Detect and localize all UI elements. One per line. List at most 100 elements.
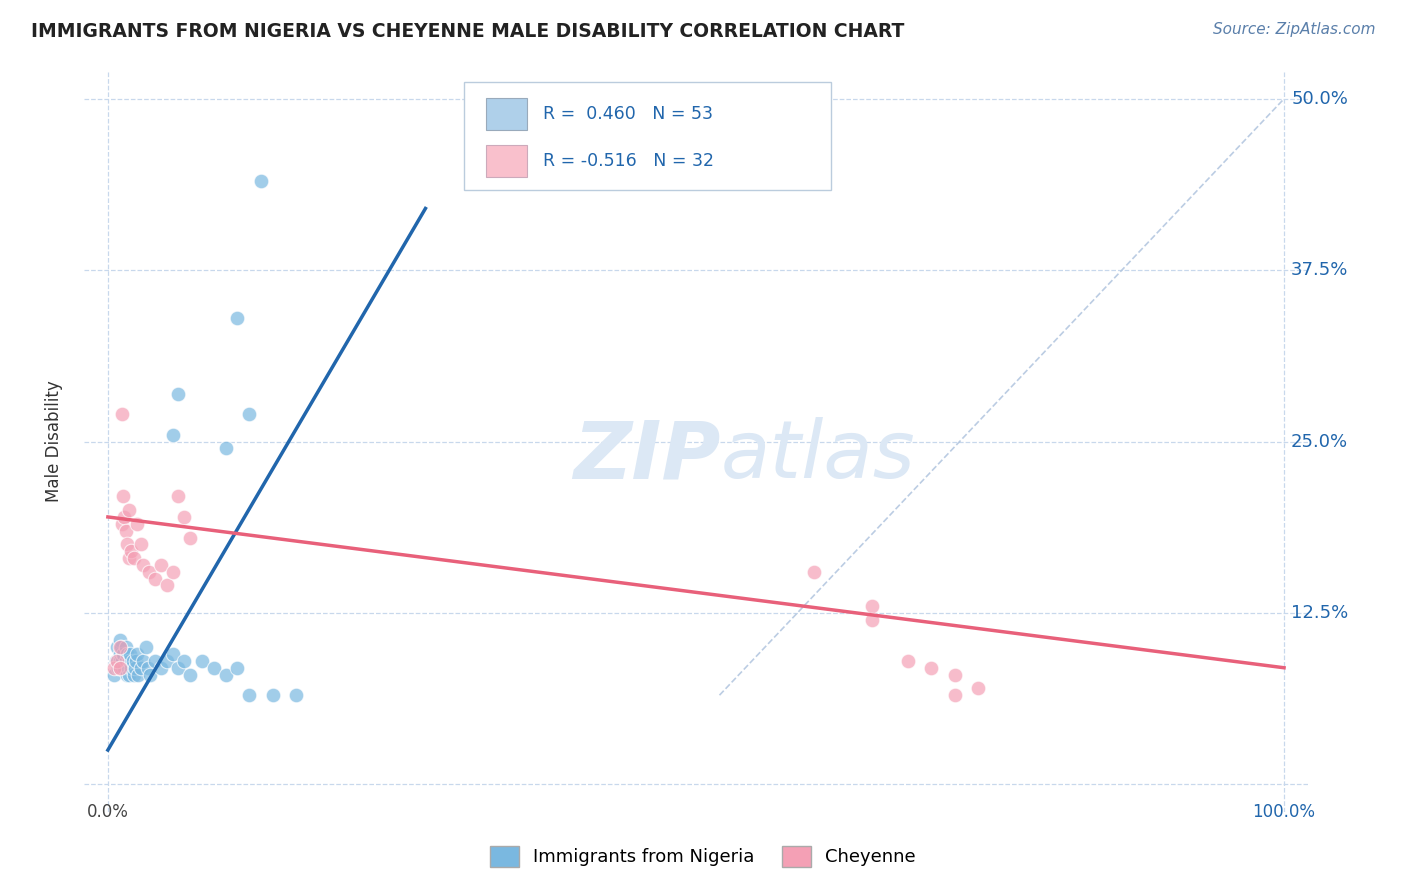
Point xyxy=(173,510,195,524)
Point xyxy=(118,654,141,668)
Point xyxy=(167,386,190,401)
Point xyxy=(860,599,883,613)
Point xyxy=(138,565,160,579)
Text: 37.5%: 37.5% xyxy=(1291,261,1348,279)
Point xyxy=(135,640,157,655)
Point xyxy=(132,558,155,572)
Text: 50.0%: 50.0% xyxy=(1291,90,1348,108)
Point xyxy=(156,578,179,592)
Point xyxy=(103,661,125,675)
Point xyxy=(860,613,883,627)
Point xyxy=(285,688,308,702)
Point xyxy=(943,688,966,702)
Point xyxy=(115,537,138,551)
Point xyxy=(105,640,128,655)
Point xyxy=(122,551,145,566)
Text: atlas: atlas xyxy=(721,417,915,495)
Text: Source: ZipAtlas.com: Source: ZipAtlas.com xyxy=(1212,22,1375,37)
Point xyxy=(117,661,139,675)
Point xyxy=(115,647,138,661)
Point xyxy=(179,531,201,545)
Point xyxy=(114,654,136,668)
Point xyxy=(108,633,131,648)
Point xyxy=(967,681,990,696)
Point xyxy=(105,654,128,668)
Point xyxy=(162,565,184,579)
Point xyxy=(214,667,236,681)
Point xyxy=(127,667,149,681)
Point xyxy=(262,688,284,702)
Point xyxy=(105,654,128,668)
Point xyxy=(149,558,172,572)
Point xyxy=(108,640,131,655)
Point xyxy=(173,654,195,668)
Point xyxy=(129,537,152,551)
Point xyxy=(167,489,190,503)
Point xyxy=(249,174,271,188)
Point xyxy=(111,407,134,421)
Point xyxy=(111,661,134,675)
Point xyxy=(238,407,260,421)
Point xyxy=(132,654,155,668)
Point xyxy=(162,427,184,442)
Text: 12.5%: 12.5% xyxy=(1291,604,1348,622)
Point xyxy=(897,654,920,668)
Point xyxy=(107,661,129,675)
Point xyxy=(122,667,145,681)
Legend: Immigrants from Nigeria, Cheyenne: Immigrants from Nigeria, Cheyenne xyxy=(482,838,924,874)
FancyBboxPatch shape xyxy=(485,145,527,178)
Point xyxy=(920,661,942,675)
Point xyxy=(108,647,131,661)
Point xyxy=(226,661,249,675)
Point xyxy=(115,667,138,681)
Point xyxy=(112,661,135,675)
Point xyxy=(111,654,134,668)
Text: 0.0%: 0.0% xyxy=(87,804,129,822)
Point xyxy=(114,524,136,538)
Point xyxy=(124,661,146,675)
Point xyxy=(108,661,131,675)
Point xyxy=(238,688,260,702)
Point xyxy=(114,640,136,655)
Point xyxy=(118,503,141,517)
Point xyxy=(156,654,179,668)
FancyBboxPatch shape xyxy=(464,82,831,190)
Point xyxy=(125,654,148,668)
Point xyxy=(803,565,825,579)
Point xyxy=(103,667,125,681)
Point xyxy=(127,516,149,531)
Point xyxy=(120,544,142,558)
Point xyxy=(108,654,131,668)
Point xyxy=(120,661,142,675)
Text: ZIP: ZIP xyxy=(574,417,721,495)
Point xyxy=(112,510,135,524)
Point xyxy=(226,311,249,326)
Point xyxy=(120,647,142,661)
Point xyxy=(112,489,135,503)
Point xyxy=(129,661,152,675)
Point xyxy=(127,647,149,661)
Point xyxy=(118,667,141,681)
Point xyxy=(139,667,162,681)
Point xyxy=(179,667,201,681)
Point xyxy=(136,661,159,675)
Text: IMMIGRANTS FROM NIGERIA VS CHEYENNE MALE DISABILITY CORRELATION CHART: IMMIGRANTS FROM NIGERIA VS CHEYENNE MALE… xyxy=(31,22,904,41)
Point xyxy=(167,661,190,675)
Text: Male Disability: Male Disability xyxy=(45,381,63,502)
Point xyxy=(110,640,132,655)
Point xyxy=(121,654,143,668)
Point xyxy=(112,647,135,661)
Point xyxy=(202,661,225,675)
Point xyxy=(162,647,184,661)
Text: R = -0.516   N = 32: R = -0.516 N = 32 xyxy=(543,153,714,170)
Point xyxy=(111,516,134,531)
Point xyxy=(143,572,166,586)
Point xyxy=(214,442,236,456)
Point xyxy=(191,654,214,668)
Point xyxy=(943,667,966,681)
Point xyxy=(118,551,141,566)
Point xyxy=(149,661,172,675)
Text: 100.0%: 100.0% xyxy=(1253,804,1316,822)
Point xyxy=(143,654,166,668)
Text: 25.0%: 25.0% xyxy=(1291,433,1348,450)
